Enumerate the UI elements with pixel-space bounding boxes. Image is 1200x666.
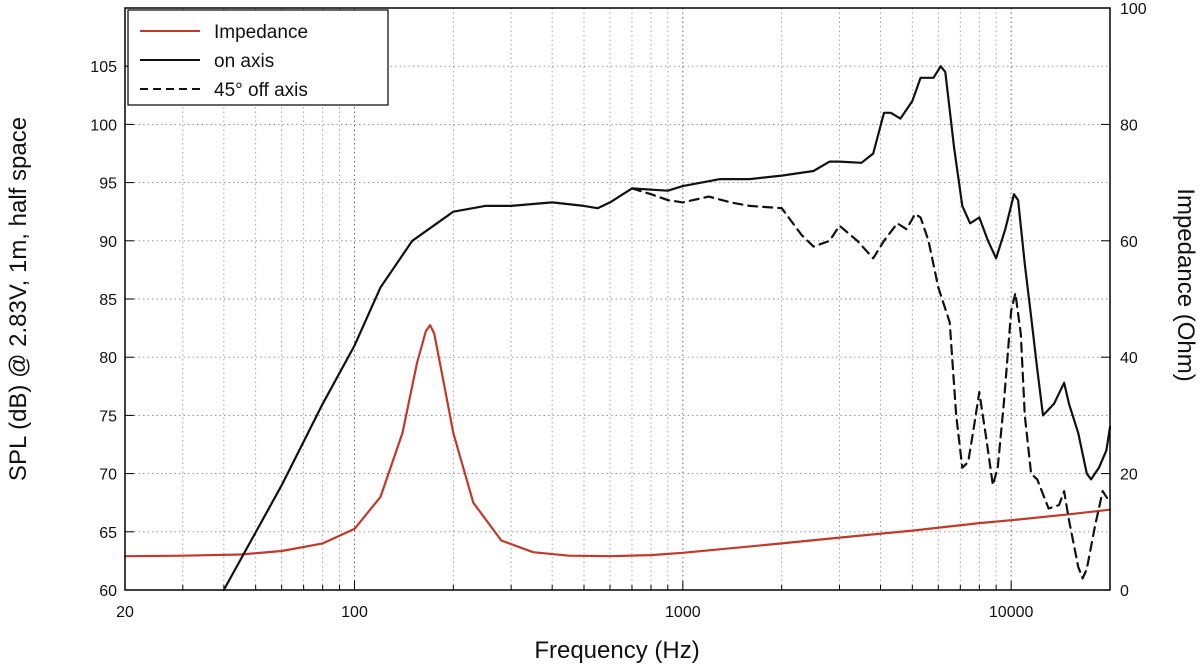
series-layer: [123, 65, 1112, 592]
y-right-tick-label: 60: [1120, 234, 1138, 251]
y-left-tick-label: 90: [99, 234, 117, 251]
y-right-tick-label: 80: [1120, 117, 1138, 134]
off-axis-45-line: [630, 187, 1112, 580]
x-tick-label: 100: [341, 604, 368, 621]
on-axis-line: [222, 65, 1112, 592]
legend-label-impedance: Impedance: [214, 22, 308, 43]
y-left-tick-label: 65: [99, 525, 117, 542]
y-left-tick-label: 100: [90, 117, 117, 134]
left-axis-title: SPL (dB) @ 2.83V, 1m, half space: [5, 117, 32, 481]
legend-label-off-axis: 45° off axis: [214, 80, 308, 101]
y-right-tick-label: 20: [1120, 467, 1138, 484]
x-tick-label: 1000: [665, 604, 701, 621]
y-left-tick-label: 70: [99, 467, 117, 484]
right-axis-title: Impedance (Ohm): [1172, 188, 1199, 381]
y-left-tick-label: 95: [99, 176, 117, 193]
y-right-tick-label: 40: [1120, 350, 1138, 367]
x-tick-label: 20: [116, 604, 134, 621]
y-right-tick-label: 0: [1120, 583, 1129, 600]
y-left-tick-label: 75: [99, 408, 117, 425]
y-left-tick-label: 105: [90, 59, 117, 76]
impedance-line: [123, 324, 1112, 558]
y-left-tick-label: 60: [99, 583, 117, 600]
y-right-tick-label: 100: [1120, 1, 1147, 18]
legend-label-on-axis: on axis: [214, 51, 274, 72]
x-tick-label: 10000: [989, 604, 1034, 621]
legend: Impedance on axis 45° off axis: [127, 9, 389, 106]
axis-ticks: 60 65 70 75 80 85 90 95 100 105 0 20 40 60 80 100 20 100 1…: [90, 1, 1147, 621]
y-left-tick-label: 80: [99, 350, 117, 367]
x-axis-title: Frequency (Hz): [534, 637, 699, 664]
y-left-tick-label: 85: [99, 292, 117, 309]
